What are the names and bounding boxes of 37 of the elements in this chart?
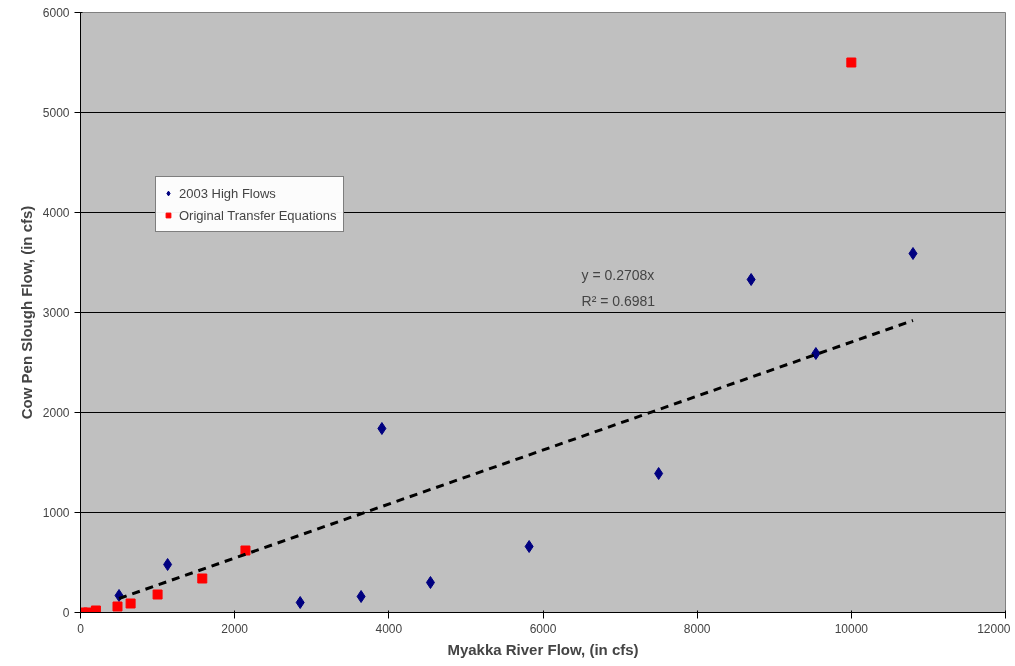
point: [811, 347, 821, 360]
annotation: R² = 0.6981: [581, 292, 656, 309]
point: [112, 601, 123, 612]
x-tick-label: 8000: [683, 621, 711, 636]
y-axis-title: Cow Pen Slough Flow, (in cfs): [17, 205, 35, 420]
point: [746, 273, 756, 286]
y-tick-label: 5000: [42, 106, 70, 120]
point: [846, 57, 857, 68]
x-tick-label: 0: [77, 621, 85, 636]
point: [356, 590, 366, 603]
y-tick-label: 6000: [42, 6, 70, 20]
point: [654, 467, 664, 480]
x-tick-label: 6000: [529, 621, 557, 636]
x-tick-label: 2000: [221, 621, 249, 636]
point: [163, 558, 173, 571]
point: [295, 596, 305, 609]
point: [377, 422, 387, 435]
y-tick-label: 0: [62, 606, 70, 620]
point: [90, 605, 101, 613]
point: [425, 576, 435, 589]
x-tick-label: 10000: [834, 621, 869, 636]
x-tick-label: 12000: [977, 621, 1011, 636]
point: [524, 540, 534, 553]
y-tick-label: 1000: [42, 506, 70, 520]
y-tick-label: 2000: [42, 406, 70, 420]
point: [125, 598, 136, 609]
point: [197, 573, 208, 584]
legend-label: Original Transfer Equations: [179, 207, 337, 223]
x-tick-label: 4000: [375, 621, 403, 636]
point: [240, 545, 251, 556]
x-axis-title: Myakka River Flow, (in cfs): [447, 640, 639, 658]
legend-label: 2003 High Flows: [179, 185, 276, 201]
annotation: y = 0.2708x: [581, 266, 655, 283]
point: [908, 247, 918, 260]
point: [152, 589, 163, 600]
y-tick-label: 3000: [42, 306, 70, 320]
y-tick-label: 4000: [42, 206, 70, 220]
